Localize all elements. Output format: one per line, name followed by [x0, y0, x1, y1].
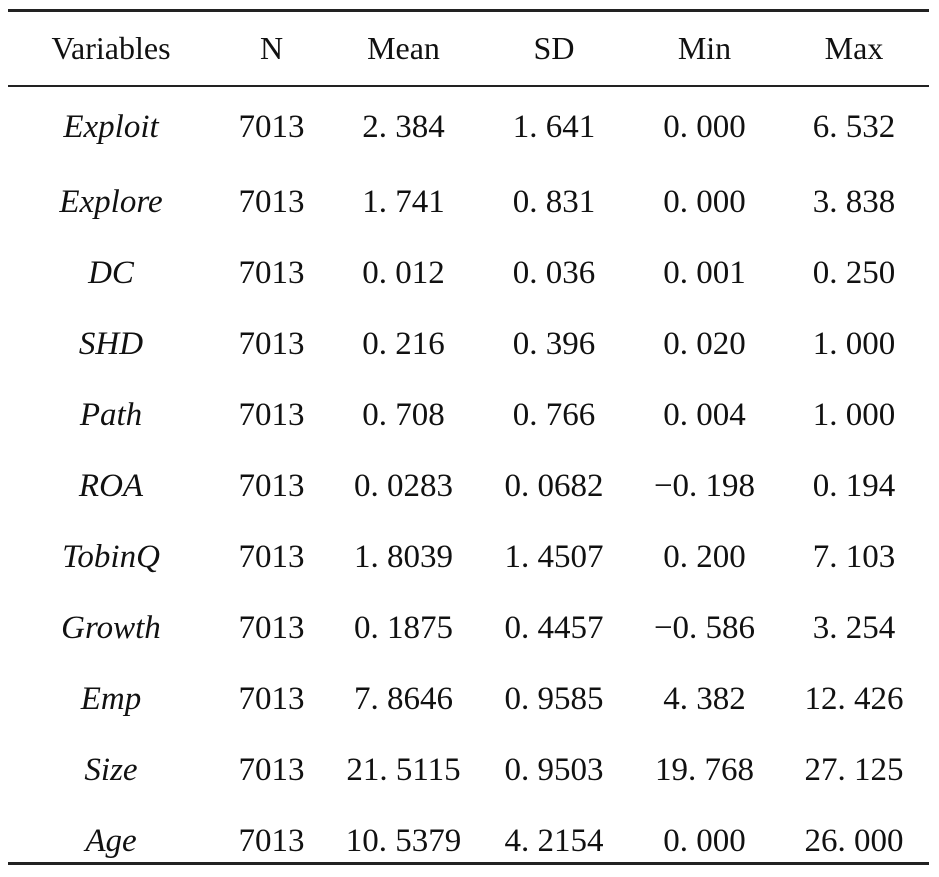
cell-mean: 1. 8039 [354, 539, 453, 575]
column-header-sd: SD [533, 29, 575, 66]
cell-min: 0. 000 [663, 184, 746, 220]
cell-min: −0. 586 [653, 610, 756, 646]
cell-sd: 0. 0682 [504, 468, 604, 504]
cell-mean: 2. 384 [362, 108, 445, 145]
cell-sd: 0. 396 [512, 326, 596, 362]
cell-max: 3. 838 [812, 184, 896, 220]
cell-min: 0. 004 [663, 397, 746, 433]
cell-sd: 0. 766 [512, 397, 596, 433]
cell-sd: 4. 2154 [504, 823, 604, 859]
column-header-mean: Mean [367, 29, 440, 66]
cell-min: 0. 000 [663, 823, 746, 859]
cell-sd: 0. 9585 [504, 681, 604, 717]
cell-sd: 0. 831 [512, 184, 596, 220]
cell-variable: Growth [61, 610, 161, 646]
table-header: Variables N Mean SD Min Max [8, 9, 929, 87]
cell-n: 7013 [238, 752, 305, 788]
cell-n: 7013 [238, 539, 305, 575]
table-row: TobinQ 7013 1. 8039 1. 4507 0. 200 7. 103 [8, 522, 929, 593]
cell-variable: TobinQ [62, 539, 160, 575]
table-row: Growth 7013 0. 1875 0. 4457 −0. 586 3. 254 [8, 593, 929, 664]
cell-sd: 0. 036 [512, 255, 596, 291]
cell-n: 7013 [238, 823, 305, 859]
cell-mean: 1. 741 [362, 184, 445, 220]
cell-min: 0. 020 [663, 326, 746, 362]
cell-min: 0. 001 [663, 255, 746, 291]
cell-variable: Path [79, 397, 143, 433]
cell-max: 0. 250 [812, 255, 896, 291]
cell-max: 1. 000 [812, 397, 896, 433]
cell-variable: Age [85, 823, 137, 859]
table-row: Age 7013 10. 5379 4. 2154 0. 000 26. 000 [8, 806, 929, 877]
table-row: SHD 7013 0. 216 0. 396 0. 020 1. 000 [8, 309, 929, 380]
table-row: Explore 7013 1. 741 0. 831 0. 000 3. 838 [8, 167, 929, 238]
cell-variable: DC [88, 255, 134, 291]
cell-sd: 0. 4457 [504, 610, 604, 646]
cell-variable: Emp [80, 681, 142, 717]
cell-max: 1. 000 [812, 326, 896, 362]
cell-mean: 0. 708 [362, 397, 445, 433]
cell-n: 7013 [238, 108, 305, 145]
cell-mean: 0. 0283 [354, 468, 453, 504]
cell-mean: 0. 216 [362, 326, 445, 362]
cell-max: 3. 254 [812, 610, 896, 646]
cell-n: 7013 [238, 255, 305, 291]
cell-max: 7. 103 [812, 539, 896, 575]
cell-variable: Size [84, 752, 138, 788]
table-row: DC 7013 0. 012 0. 036 0. 001 0. 250 [8, 238, 929, 309]
cell-n: 7013 [238, 681, 305, 717]
table-body: Exploit 7013 2. 384 1. 641 0. 000 6. 532 Explo… [8, 87, 929, 877]
cell-max: 0. 194 [812, 468, 896, 504]
cell-variable: SHD [78, 326, 144, 362]
header-rule [8, 85, 929, 87]
table-row: Size 7013 21. 5115 0. 9503 19. 768 27. 125 [8, 735, 929, 806]
cell-sd: 1. 4507 [504, 539, 604, 575]
cell-n: 7013 [238, 397, 305, 433]
cell-n: 7013 [238, 326, 305, 362]
cell-variable: ROA [78, 468, 144, 504]
cell-sd: 0. 9503 [504, 752, 604, 788]
cell-n: 7013 [238, 184, 305, 220]
cell-mean: 0. 012 [362, 255, 445, 291]
cell-variable: Exploit [63, 108, 159, 145]
column-header-min: Min [677, 29, 732, 66]
column-header-max: Max [824, 29, 884, 66]
cell-mean: 10. 5379 [345, 823, 462, 859]
cell-min: 0. 200 [663, 539, 746, 575]
header-row: Variables N Mean SD Min Max [8, 9, 929, 87]
cell-n: 7013 [238, 610, 305, 646]
cell-max: 26. 000 [804, 823, 904, 859]
cell-min: 19. 768 [655, 752, 754, 788]
top-rule [8, 9, 929, 12]
table-row: Emp 7013 7. 8646 0. 9585 4. 382 12. 426 [8, 664, 929, 735]
column-header-variables: Variables [51, 29, 171, 66]
cell-mean: 0. 1875 [354, 610, 453, 646]
descriptive-statistics-table: Variables N Mean SD Min Max Exploit 7013 2… [8, 9, 929, 877]
cell-n: 7013 [238, 468, 305, 504]
cell-max: 6. 532 [812, 108, 896, 145]
cell-min: −0. 198 [653, 468, 756, 504]
cell-max: 12. 426 [804, 681, 904, 717]
table-row: ROA 7013 0. 0283 0. 0682 −0. 198 0. 194 [8, 451, 929, 522]
cell-min: 4. 382 [663, 681, 746, 717]
bottom-rule [8, 862, 929, 865]
cell-variable: Explore [59, 184, 163, 220]
table-row: Path 7013 0. 708 0. 766 0. 004 1. 000 [8, 380, 929, 451]
cell-max: 27. 125 [804, 752, 904, 788]
table-row: Exploit 7013 2. 384 1. 641 0. 000 6. 532 [8, 87, 929, 167]
cell-mean: 21. 5115 [346, 752, 461, 788]
cell-mean: 7. 8646 [354, 681, 453, 717]
cell-min: 0. 000 [663, 108, 746, 145]
cell-sd: 1. 641 [512, 108, 596, 145]
column-header-n: N [259, 29, 284, 66]
